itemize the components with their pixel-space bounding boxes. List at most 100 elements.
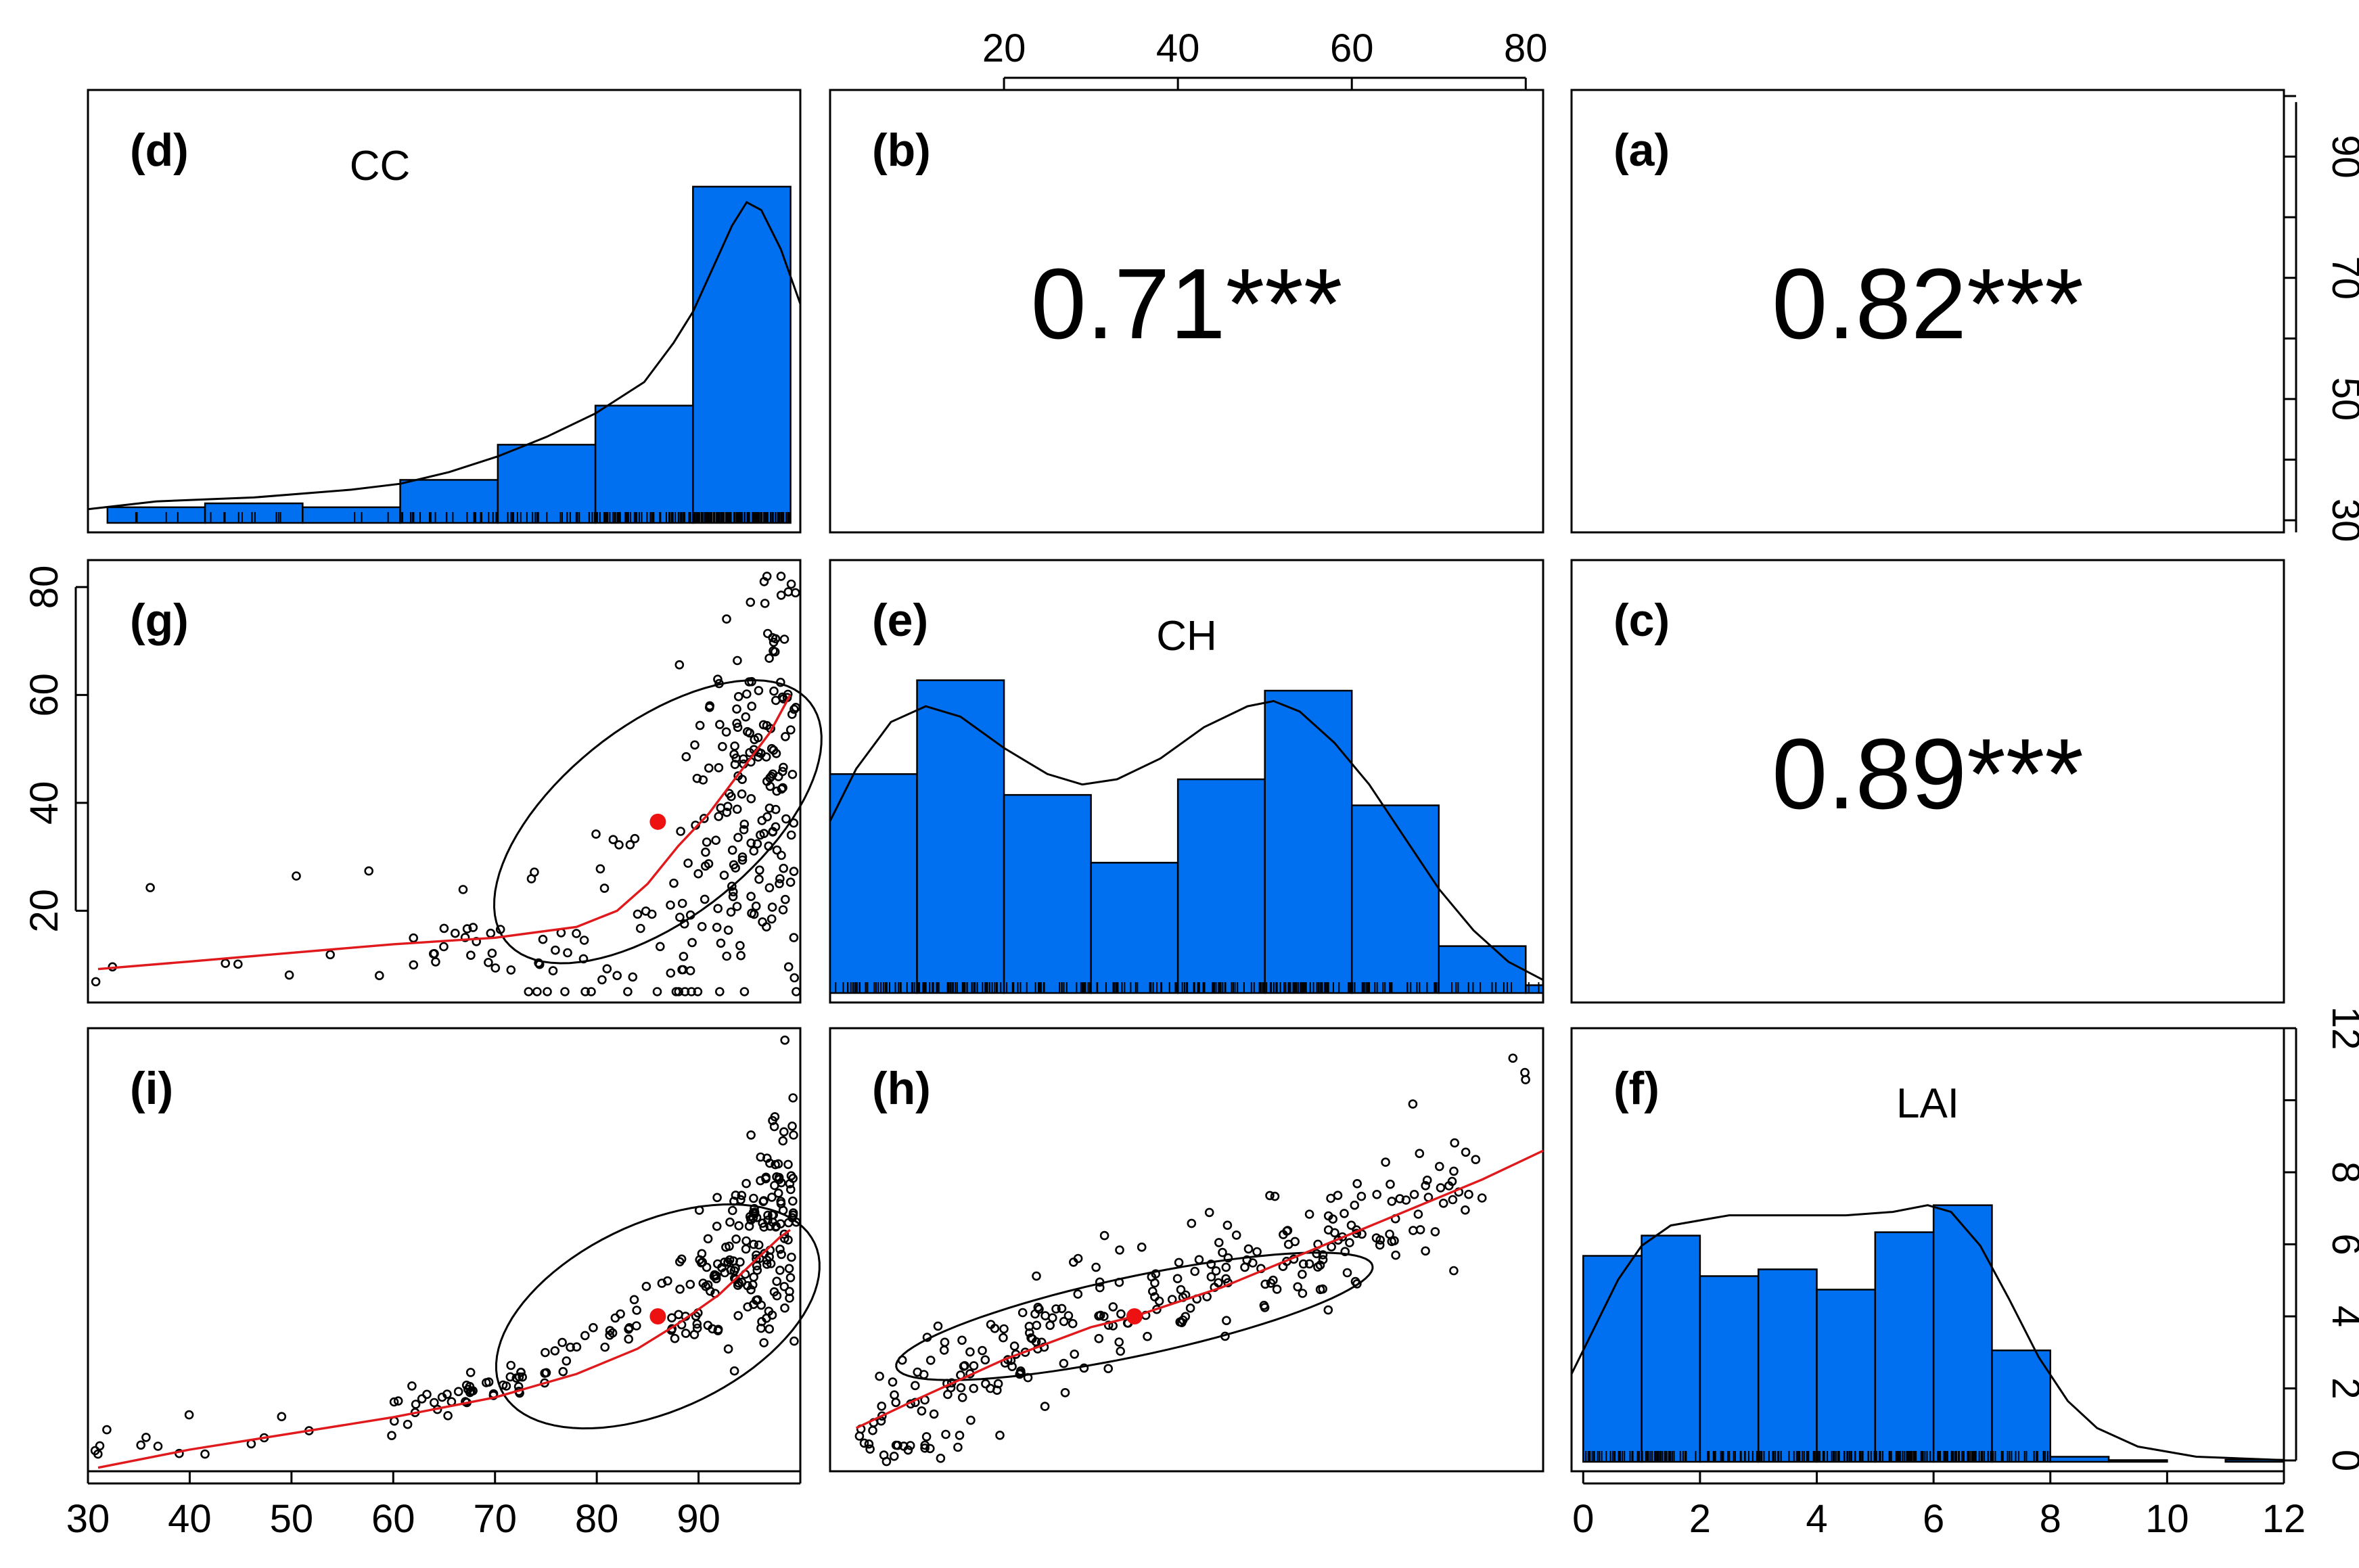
hist-bar-LAI-7 — [1991, 1350, 2052, 1463]
scatter-point — [769, 1287, 779, 1297]
scatter-point — [728, 892, 738, 902]
scatter-point — [771, 804, 781, 814]
scatter-point — [591, 829, 601, 839]
scatter-point — [762, 1153, 772, 1163]
scatter-point — [669, 878, 679, 888]
scatter-point — [778, 766, 787, 777]
scatter-point — [891, 1440, 901, 1450]
hist-bar-LAI-0 — [1582, 1255, 1643, 1463]
scatter-point — [608, 1328, 618, 1338]
scatter-point — [1385, 1179, 1395, 1189]
scatter-point — [551, 945, 560, 955]
scatter-point — [602, 964, 612, 973]
scatter-point — [727, 881, 737, 891]
scatter-point — [766, 771, 776, 781]
scatter-point — [764, 1324, 774, 1334]
right-lai-tick-label: 2 — [2324, 1377, 2359, 1399]
scatter-point — [715, 987, 725, 996]
scatter-point — [1204, 1207, 1214, 1218]
scatter-point — [1114, 1337, 1124, 1347]
scatter-point — [641, 1281, 651, 1291]
scatter-point — [754, 875, 764, 884]
scatter-point — [693, 869, 703, 879]
panel-frame-f — [1570, 1027, 2285, 1473]
scatter-point — [754, 1240, 764, 1250]
scatter-point — [702, 837, 712, 847]
scatter-point — [733, 833, 743, 842]
scatter-point — [789, 933, 799, 942]
scatter-point — [466, 950, 476, 960]
scatter-point — [409, 933, 419, 943]
scatter-point — [743, 1281, 752, 1291]
scatter-point — [780, 1303, 789, 1313]
scatter-point — [1464, 1189, 1473, 1199]
scatter-point — [674, 1257, 685, 1267]
scatter-point — [957, 1393, 967, 1402]
scatter-point — [486, 928, 496, 938]
scatter-point — [1073, 1253, 1083, 1264]
scatter-point — [981, 1379, 990, 1389]
scatter-point — [95, 1441, 105, 1451]
scatter-point — [1116, 1346, 1125, 1356]
scatter-point — [733, 655, 742, 666]
scatter-point — [1032, 1271, 1041, 1281]
scatter-point — [733, 771, 743, 781]
histogram-title-CH: CH — [1156, 613, 1217, 660]
scatter-point — [879, 1450, 889, 1460]
hist-bar-LAI-6 — [1932, 1204, 1993, 1463]
scatter-point — [746, 597, 756, 607]
scatter-point — [771, 749, 781, 758]
density-curve-CC — [87, 201, 802, 511]
scatter-point — [1293, 1282, 1302, 1292]
scatter-point — [560, 987, 570, 996]
panel-letter-f: (f) — [1613, 1063, 1659, 1114]
scatter-point — [587, 987, 596, 996]
scatter-point — [1211, 1266, 1221, 1276]
center-point-i — [649, 1308, 666, 1325]
scatter-point — [1438, 1199, 1448, 1208]
scatter-point — [732, 704, 741, 714]
hist-bar-CC-2 — [302, 506, 401, 524]
correlation-a: 0.82*** — [1772, 248, 2084, 360]
scatter-point — [506, 965, 516, 975]
scatter-point — [518, 1372, 528, 1382]
scatter-point — [965, 1347, 975, 1357]
scatter-point — [719, 871, 729, 880]
scatter-point — [940, 1337, 950, 1347]
scatter-point — [1298, 1259, 1308, 1269]
scatter-point — [770, 647, 780, 657]
scatter-point — [779, 635, 789, 644]
scatter-point — [925, 1444, 935, 1454]
scatter-point — [762, 1260, 772, 1269]
scatter-point — [562, 1356, 572, 1366]
scatter-point — [580, 987, 590, 996]
scatter-point — [692, 773, 702, 783]
scatter-point — [1148, 1287, 1158, 1296]
scatter-point — [1283, 1239, 1293, 1249]
right-lai-tick-label: 4 — [2324, 1306, 2359, 1327]
scatter-point — [1265, 1191, 1275, 1201]
scatter-point — [1221, 1262, 1231, 1272]
scatter-point — [732, 902, 742, 911]
scatter-point — [739, 987, 750, 996]
scatter-point — [704, 859, 714, 869]
scatter-point — [779, 863, 788, 873]
left-ch-tick-label: 40 — [22, 781, 66, 825]
scatter-point — [992, 1385, 1002, 1395]
scatter-point — [1430, 1227, 1440, 1237]
scatter-point — [792, 1217, 801, 1227]
scatter-point — [711, 1271, 721, 1281]
left-ch-tick-label: 20 — [22, 889, 66, 933]
density-curve-CH — [829, 699, 1544, 982]
scatter-point — [757, 816, 767, 825]
scatter-point — [1214, 1238, 1224, 1247]
confidence-ellipse-g — [493, 679, 823, 965]
scatter-point — [1231, 1230, 1241, 1240]
panel-letter-i: (i) — [130, 1063, 173, 1114]
hist-bar-LAI-1 — [1641, 1235, 1701, 1463]
scatter-point — [941, 1429, 951, 1439]
scatter-point — [490, 963, 501, 973]
scatter-point — [1350, 1200, 1360, 1210]
hist-bar-LAI-2 — [1699, 1275, 1760, 1463]
scatter-point — [723, 1258, 733, 1267]
